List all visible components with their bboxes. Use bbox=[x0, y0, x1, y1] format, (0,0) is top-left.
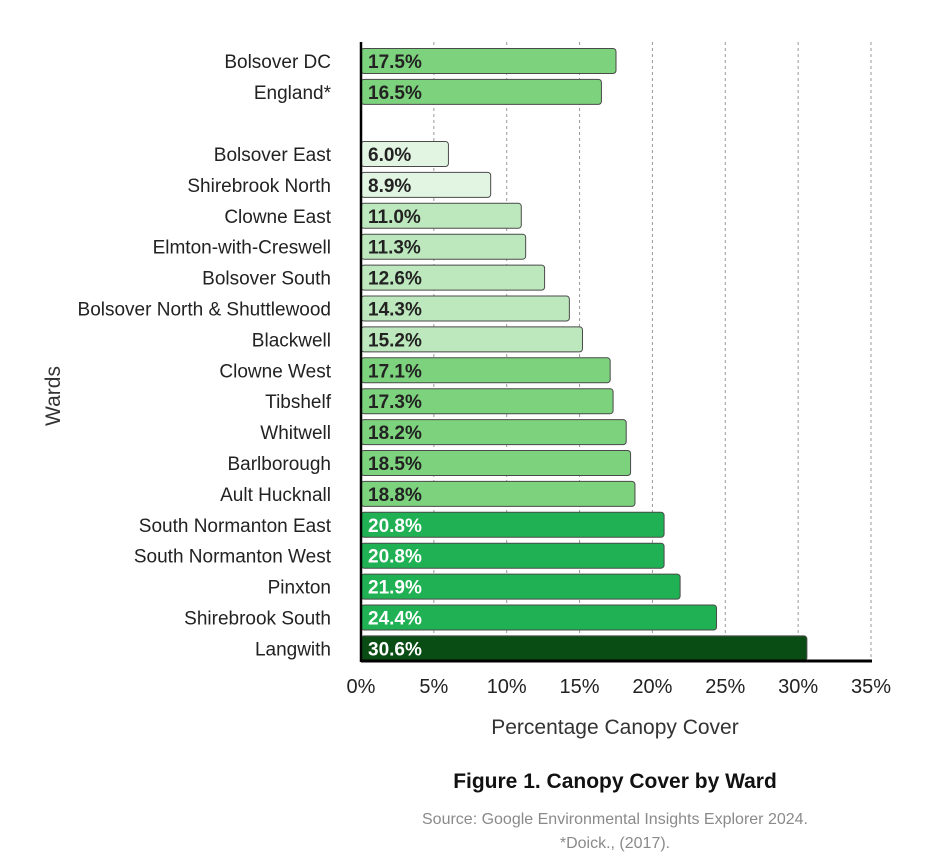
bar-value-label: 18.2% bbox=[368, 423, 422, 444]
bar bbox=[360, 635, 808, 662]
category-label: Tibshelf bbox=[265, 392, 332, 413]
category-label: Whitwell bbox=[260, 423, 331, 444]
x-tick-label: 5% bbox=[419, 676, 448, 698]
bar-value-label: 15.2% bbox=[368, 330, 422, 351]
bar-value-label: 17.1% bbox=[368, 361, 422, 382]
bar-value-label: 11.3% bbox=[368, 238, 421, 259]
bar-value-label: 14.3% bbox=[368, 300, 422, 321]
bar-value-label: 21.9% bbox=[368, 578, 422, 599]
bar-value-label: 8.9% bbox=[368, 176, 411, 197]
category-label: Bolsover DC bbox=[224, 52, 331, 73]
x-tick-label: 25% bbox=[705, 676, 745, 698]
axes: 0% 5% 10% 15% 20% 25% 30% 35% Bolsover DC England… bbox=[78, 42, 891, 698]
category-label: England* bbox=[254, 83, 332, 104]
category-label: Bolsover East bbox=[214, 145, 332, 166]
bar-value-label: 6.0% bbox=[368, 145, 411, 166]
x-tick-label: 35% bbox=[851, 676, 891, 698]
source-line: *Doick., (2017). bbox=[559, 835, 671, 852]
x-tick-label: 15% bbox=[560, 676, 600, 698]
category-label: South Normanton East bbox=[139, 516, 332, 537]
category-label: Langwith bbox=[255, 639, 331, 660]
x-tick-label: 0% bbox=[347, 676, 376, 698]
canopy-cover-chart: 17.5% 16.5% 6.0% 8.9% 11.0% 11.3% 12.6% 14.3% 15… bbox=[42, 42, 891, 739]
source-line: Source: Google Environmental Insights Ex… bbox=[422, 811, 808, 828]
category-label: Clowne West bbox=[219, 361, 331, 382]
category-label: Bolsover North & Shuttlewood bbox=[78, 300, 331, 321]
x-axis-title: Percentage Canopy Cover bbox=[491, 716, 738, 739]
x-tick-label: 20% bbox=[632, 676, 672, 698]
bar-value-label: 17.3% bbox=[368, 392, 422, 413]
category-label: Clowne East bbox=[224, 207, 331, 228]
bar-value-label: 30.6% bbox=[368, 639, 422, 660]
bar-value-label: 17.5% bbox=[368, 52, 422, 73]
category-label: Shirebrook North bbox=[187, 176, 331, 197]
category-label: Bolsover South bbox=[202, 269, 331, 290]
category-label: Pinxton bbox=[268, 578, 331, 599]
figure-title: Figure 1. Canopy Cover by Ward bbox=[453, 770, 777, 793]
bar-value-label: 11.0% bbox=[368, 207, 421, 228]
bar-value-label: 20.8% bbox=[368, 516, 422, 537]
bar-value-label: 12.6% bbox=[368, 269, 422, 290]
x-tick-label: 30% bbox=[778, 676, 818, 698]
figure-source: Source: Google Environmental Insights Ex… bbox=[0, 808, 951, 856]
bar-value-label: 18.5% bbox=[368, 454, 422, 475]
bars: 17.5% 16.5% 6.0% 8.9% 11.0% 11.3% 12.6% 14.3% 15… bbox=[360, 48, 808, 662]
category-label: South Normanton West bbox=[134, 547, 332, 568]
bar-value-label: 20.8% bbox=[368, 547, 422, 568]
category-label: Shirebrook South bbox=[184, 609, 331, 630]
category-label: Barlborough bbox=[227, 454, 331, 475]
bar-value-label: 24.4% bbox=[368, 609, 422, 630]
category-label: Blackwell bbox=[252, 330, 331, 351]
category-label: Ault Hucknall bbox=[220, 485, 331, 506]
bar-value-label: 18.8% bbox=[368, 485, 422, 506]
bar-value-label: 16.5% bbox=[368, 83, 422, 104]
y-axis-title: Wards bbox=[42, 366, 65, 426]
category-label: Elmton-with-Creswell bbox=[153, 238, 331, 259]
x-tick-label: 10% bbox=[487, 676, 527, 698]
